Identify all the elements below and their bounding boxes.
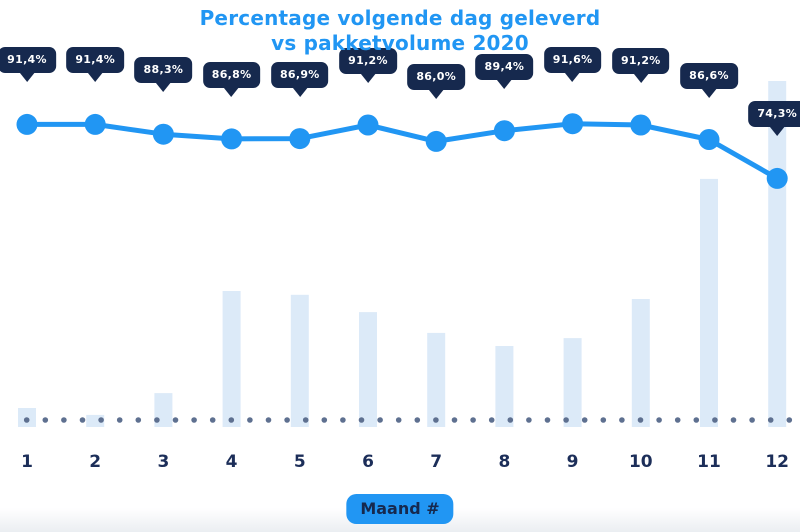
baseline-dot (209, 417, 216, 423)
baseline-dot (395, 417, 402, 423)
baseline-dot (563, 417, 569, 423)
data-point-5 (289, 128, 311, 150)
baseline-dot (358, 417, 365, 423)
baseline-dot (433, 417, 439, 423)
volume-bar-11 (700, 178, 718, 427)
baseline-dot (42, 417, 49, 423)
volume-bar-12 (768, 81, 787, 427)
baseline-dot (414, 417, 421, 423)
data-point-3 (152, 123, 174, 145)
baseline-dot (61, 417, 67, 423)
baseline-dot (730, 417, 737, 423)
volume-bar-8 (495, 346, 514, 427)
chart-title-line2: vs pakketvolume 2020 (271, 31, 529, 55)
data-point-7 (425, 130, 447, 152)
data-point-6 (357, 114, 379, 136)
baseline-dot (749, 417, 755, 423)
baseline-dot (656, 417, 662, 423)
baseline-dot (712, 417, 718, 423)
baseline-dot (619, 417, 625, 423)
x-axis-label: Maand # (360, 499, 440, 518)
trend-line (24, 121, 780, 181)
baseline-dot (191, 417, 197, 423)
baseline-dot (470, 417, 476, 423)
baseline-dot (340, 417, 346, 423)
baseline-dot (154, 417, 160, 423)
volume-bar-10 (631, 299, 650, 427)
baseline-dot (377, 417, 383, 423)
chart-title: Percentage volgende dag geleverd vs pakk… (0, 6, 800, 56)
baseline-dot (674, 417, 681, 423)
baseline-dot (284, 417, 290, 423)
baseline-dot (228, 417, 235, 423)
data-point-11 (698, 129, 720, 150)
baseline-dot (321, 417, 328, 423)
baseline-dot (172, 417, 179, 423)
data-point-8 (493, 120, 515, 142)
volume-bar-7 (427, 332, 446, 427)
baseline-dot (526, 417, 532, 423)
data-point-10 (630, 114, 652, 136)
baseline-dot (767, 417, 774, 423)
volume-bar-4 (222, 291, 241, 427)
baseline-dot (600, 417, 607, 423)
baseline-dot (581, 417, 588, 423)
baseline-dot (786, 417, 793, 423)
baseline-dot (247, 417, 253, 423)
baseline-dot (135, 417, 142, 423)
baseline-dot (488, 417, 495, 423)
data-point-9 (562, 113, 584, 135)
baseline-dot (302, 417, 309, 423)
volume-bar-5 (290, 294, 309, 427)
data-point-4 (221, 128, 243, 150)
baseline-dot (544, 417, 551, 423)
volume-bar-6 (359, 312, 377, 427)
chart-title-line1: Percentage volgende dag geleverd (199, 6, 601, 30)
x-axis-label-badge: Maand # (346, 494, 454, 524)
baseline-dot (98, 417, 104, 423)
baseline-dot (116, 417, 123, 423)
baseline-dot (23, 417, 30, 423)
baseline-dot (507, 417, 514, 423)
baseline-dot (693, 417, 700, 423)
baseline-dot (79, 417, 86, 423)
data-point-12 (766, 167, 788, 189)
baseline-dot (451, 417, 458, 423)
data-point-2 (84, 113, 106, 135)
data-point-1 (16, 113, 38, 135)
baseline-dot (265, 417, 272, 423)
baseline-dot (637, 417, 644, 423)
volume-bar-9 (563, 338, 582, 427)
